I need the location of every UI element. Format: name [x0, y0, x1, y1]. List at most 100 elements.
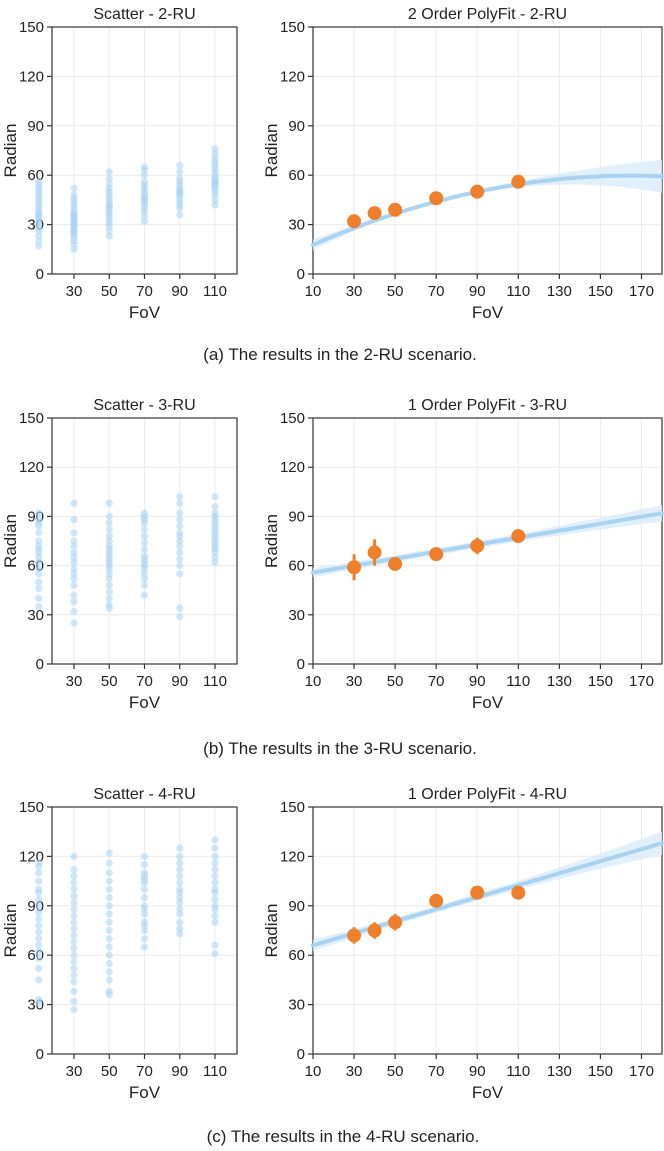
scatter-point [35, 558, 43, 566]
scatter-point [35, 996, 43, 1004]
mean-point [388, 202, 403, 217]
y-tick-label: 30 [27, 607, 44, 624]
scatter-point [105, 532, 113, 540]
scatter-point [211, 895, 219, 903]
y-tick-label: 60 [288, 947, 305, 964]
scatter-point [35, 237, 43, 245]
scatter-point [211, 949, 219, 958]
scatter-point [70, 1005, 78, 1014]
scatter-point [35, 902, 43, 910]
scatter-point [140, 869, 149, 877]
scatter-point [176, 872, 184, 880]
y-tick-label: 150 [19, 410, 44, 427]
y-tick-label: 30 [288, 607, 305, 624]
scatter-point [105, 174, 113, 183]
scatter-point [35, 578, 43, 586]
scatter-point [70, 607, 78, 616]
scatter-point [105, 885, 113, 893]
scatter-point [140, 581, 149, 589]
x-tick-label: 30 [346, 673, 363, 690]
x-tick-label: 70 [136, 283, 153, 300]
scatter-point [105, 849, 113, 857]
x-axis-title: FoV [472, 303, 504, 322]
y-tick-label: 150 [19, 799, 44, 816]
mean-point [367, 545, 382, 560]
y-tick-label: 60 [288, 167, 305, 184]
scatter-point [70, 951, 78, 959]
scatter-point [35, 509, 43, 517]
scatter-point [176, 910, 184, 918]
x-tick-label: 90 [469, 1063, 486, 1080]
scatter-point [140, 591, 149, 599]
scatter-point [176, 168, 184, 176]
scatter-point [140, 552, 149, 560]
scatter-point [105, 232, 113, 240]
scatter-point [176, 905, 184, 913]
scatter-point [211, 493, 219, 501]
scatter-point [140, 212, 149, 220]
scatter-point [70, 575, 78, 583]
scatter-point [105, 951, 113, 959]
mean-point [429, 191, 444, 206]
y-tick-label: 90 [288, 118, 305, 135]
confidence-band [313, 831, 662, 952]
scatter-point [105, 877, 113, 885]
mean-point [347, 214, 362, 229]
y-tick-label: 150 [280, 19, 305, 36]
y-tick-label: 120 [280, 68, 305, 85]
x-tick-label: 130 [547, 673, 572, 690]
scatter-point [35, 948, 43, 956]
y-tick-label: 90 [288, 508, 305, 525]
axes-frame [312, 26, 663, 275]
scatter-point [35, 915, 43, 923]
scatter-point [105, 987, 113, 996]
scatter-point [70, 987, 78, 996]
scatter-point [176, 537, 184, 545]
scatter-point [70, 537, 78, 545]
scatter-point [35, 594, 43, 603]
scatter-point [176, 522, 184, 530]
x-tick-label: 110 [506, 283, 530, 300]
x-tick-label: 50 [101, 283, 118, 300]
scatter-point [105, 570, 113, 578]
scatter-point [35, 928, 43, 936]
scatter-point [70, 945, 78, 953]
scatter-point [105, 512, 113, 521]
scatter-point [105, 594, 113, 603]
scatter-point [70, 997, 78, 1005]
scatter-point [211, 201, 219, 209]
x-tick-label: 110 [203, 283, 227, 300]
scatter-point [105, 943, 113, 951]
scatter-point [140, 532, 149, 540]
scatter-point [211, 836, 219, 844]
x-tick-label: 70 [428, 1063, 445, 1080]
mean-point [347, 928, 362, 943]
scatter-point [140, 509, 149, 517]
mean-point [388, 556, 403, 571]
scatter-point [70, 548, 78, 557]
scatter-point [70, 964, 78, 972]
x-tick-label: 70 [136, 673, 153, 690]
chart-title: Scatter - 4-RU [93, 786, 195, 803]
x-tick-label: 50 [387, 673, 404, 690]
scatter-point [176, 570, 184, 578]
scatter-point [70, 191, 78, 199]
scatter-point [70, 918, 78, 926]
scatter-point [105, 525, 113, 534]
chart-title: Scatter - 2-RU [93, 6, 195, 23]
scatter-point [176, 542, 184, 550]
scatter-point [176, 893, 184, 902]
scatter-point [70, 553, 78, 562]
x-tick-label: 50 [101, 1063, 118, 1080]
scatter-point [140, 902, 149, 910]
scatter-point [140, 217, 149, 225]
scatter-point [70, 184, 78, 192]
scatter-point [35, 964, 43, 972]
y-tick-label: 0 [36, 656, 44, 673]
scatter-point [140, 885, 149, 893]
scatter-point [35, 859, 43, 867]
scatter-point [211, 865, 219, 874]
scatter-point [176, 499, 184, 507]
x-tick-label: 90 [171, 1063, 188, 1080]
